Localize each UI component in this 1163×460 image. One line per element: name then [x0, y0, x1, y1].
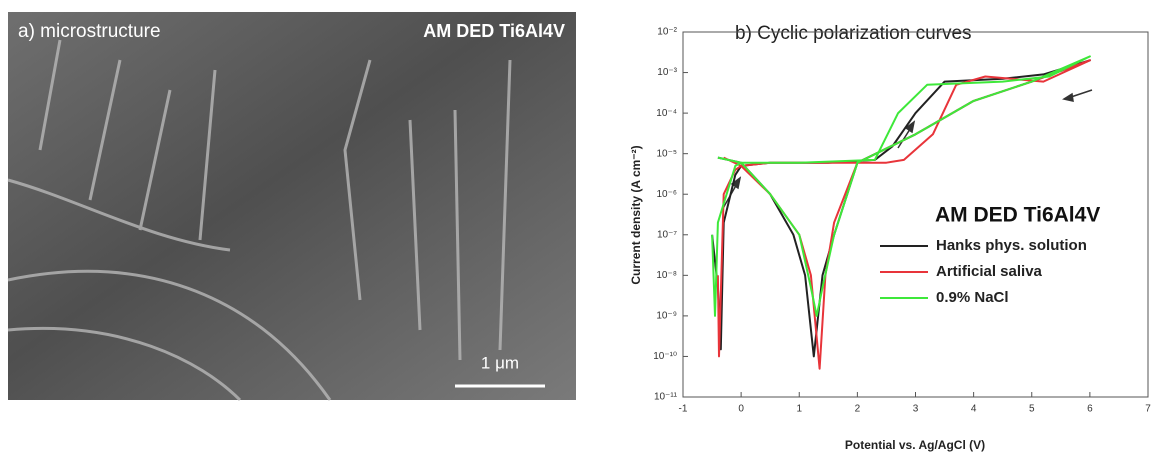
x-tick-label: 1 — [796, 404, 802, 415]
sem-image — [7, 12, 576, 402]
arrows — [721, 89, 1093, 211]
y-tick-label: 10⁻¹¹ — [654, 392, 678, 403]
y-tick-label: 10⁻² — [657, 27, 677, 38]
x-axis-label: Potential vs. Ag/AgCl (V) — [845, 438, 985, 452]
y-tick-label: 10⁻⁷ — [657, 229, 677, 240]
y-tick-label: 10⁻³ — [657, 67, 677, 78]
y-tick-label: 10⁻¹⁰ — [653, 351, 677, 362]
x-tick-label: 3 — [913, 404, 919, 415]
x-tick-label: 2 — [855, 404, 861, 415]
x-tick-label: 4 — [971, 404, 977, 415]
series-line — [711, 55, 1091, 317]
panel-label: a) microstructure — [18, 21, 161, 42]
y-axis-label: Current density (A cm⁻²) — [629, 145, 643, 284]
y-tick-label: 10⁻⁹ — [656, 311, 677, 322]
y-tick-label: 10⁻⁶ — [656, 189, 677, 200]
scale-bar-label: 1 μm — [481, 353, 519, 372]
chart-title: b) Cyclic polarization curves — [735, 23, 972, 44]
legend-label: Artificial saliva — [936, 263, 1043, 280]
y-tick-label: 10⁻⁵ — [656, 148, 677, 159]
legend-title: AM DED Ti6Al4V — [935, 204, 1100, 227]
series-line — [711, 59, 1091, 358]
y-tick-label: 10⁻⁸ — [656, 270, 677, 281]
x-tick-label: 5 — [1029, 404, 1035, 415]
x-tick-label: 6 — [1087, 404, 1093, 415]
y-tick-label: 10⁻⁴ — [656, 108, 677, 119]
x-tick-label: 0 — [738, 404, 744, 415]
legend-label: Hanks phys. solution — [936, 237, 1087, 254]
x-tick-label: -1 — [679, 404, 688, 415]
panel-title: AM DED Ti6Al4V — [423, 21, 565, 41]
x-tick-label: 7 — [1145, 404, 1151, 415]
legend-label: 0.9% NaCl — [936, 289, 1009, 306]
